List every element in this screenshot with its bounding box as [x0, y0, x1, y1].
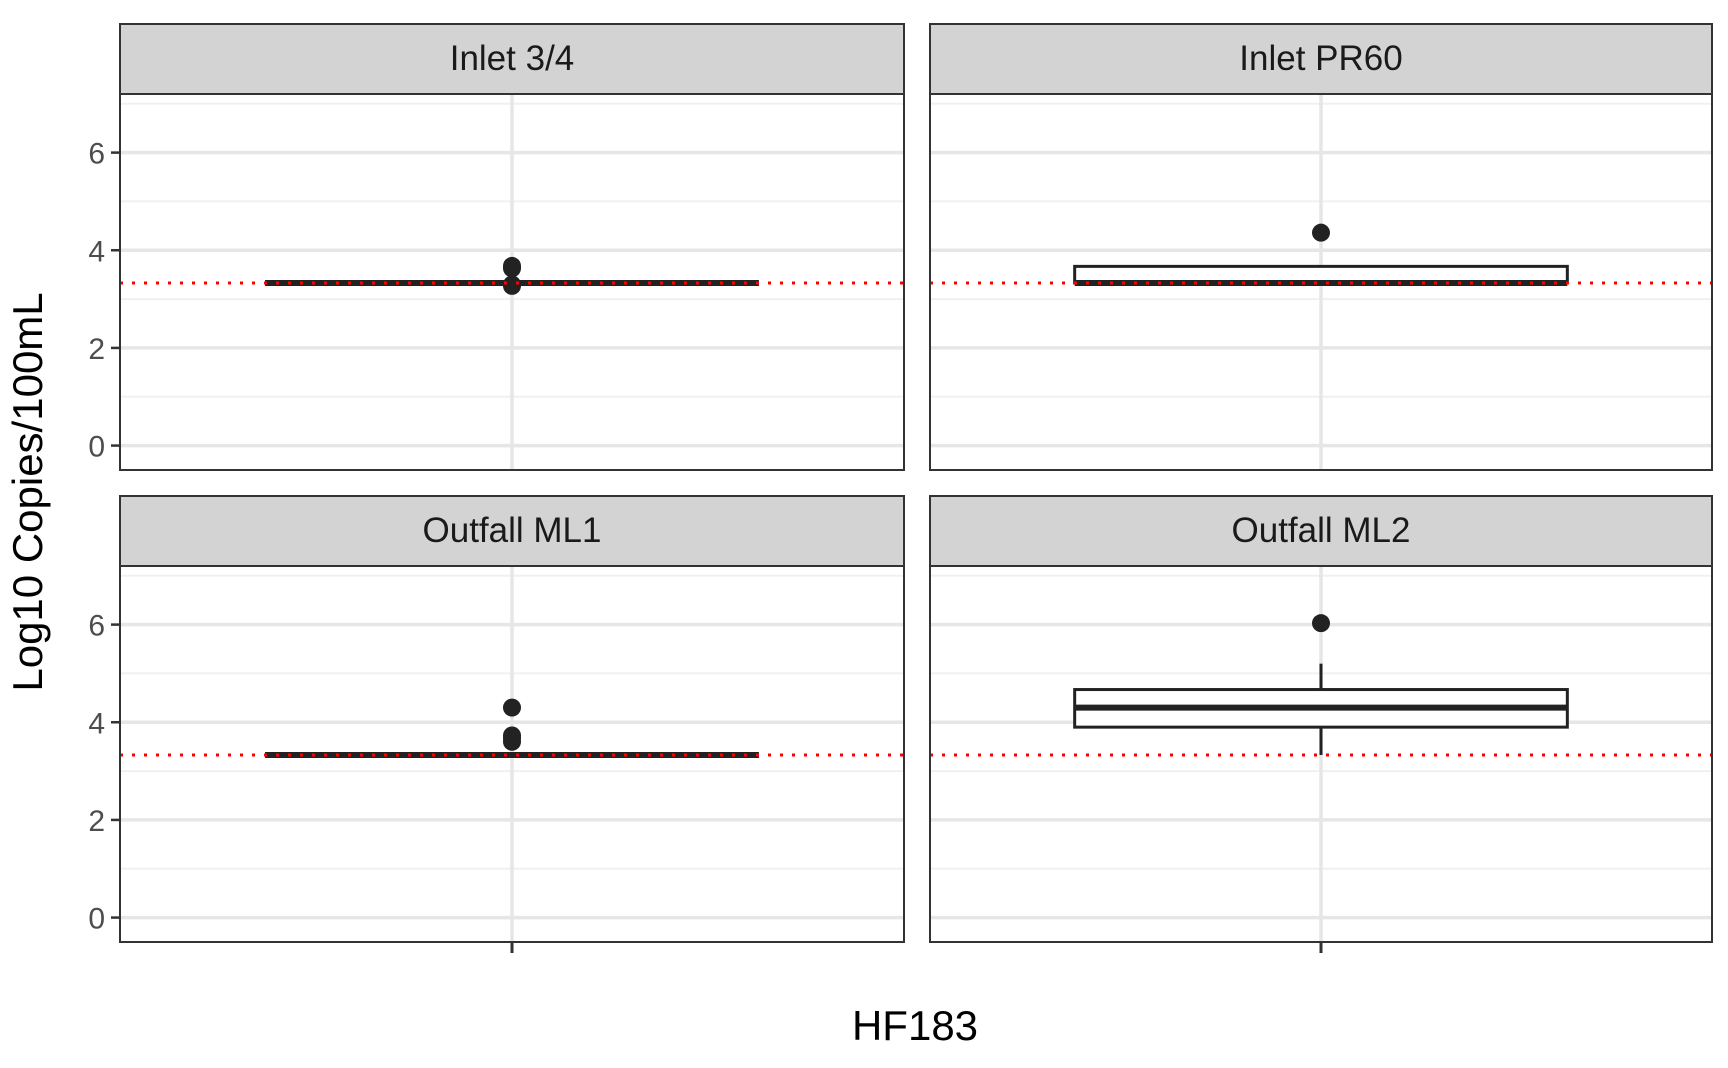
panel-3-strip: [929, 495, 1713, 567]
panel-3-outlier-point: [1312, 614, 1330, 633]
panel-0-outlier-point: [503, 275, 521, 294]
panel-2-strip-label: Outfall ML1: [423, 511, 602, 550]
panels-layer: Inlet 3/4 0 2 4 6 Inlet PR60 Outfall ML1 0 2 4 6 Ou…: [88, 23, 1713, 953]
panel-0-y-tick-label: 0: [88, 431, 105, 464]
panel-2-outlier-point: [503, 732, 521, 751]
panel-0-y-tick-label: 2: [88, 333, 105, 366]
panel-0-y-tick-label: 4: [88, 235, 105, 268]
panel-2-strip: [119, 495, 905, 567]
panel-1-border: [929, 93, 1713, 471]
panel-0-strip: [119, 23, 905, 95]
panel-3-strip-label: Outfall ML2: [1232, 511, 1411, 550]
panel-1-strip-label: Inlet PR60: [1239, 39, 1402, 78]
y-axis-title: Log10 Copies/100mL: [4, 292, 51, 691]
panel-2-y-tick-label: 2: [88, 805, 105, 838]
panel-1-strip: [929, 23, 1713, 95]
panel-0-outlier-point: [503, 256, 521, 275]
panel-2-outlier-point: [503, 698, 521, 717]
panel-2-y-tick-label: 4: [88, 707, 105, 740]
panel-2-y-tick-label: 6: [88, 610, 105, 643]
panel-0-strip-label: Inlet 3/4: [450, 39, 575, 78]
panel-1-outlier-point: [1312, 223, 1330, 242]
panel-0-y-tick-label: 6: [88, 138, 105, 171]
x-axis-title: HF183: [852, 1002, 978, 1049]
panel-2-y-tick-label: 0: [88, 903, 105, 936]
panel-0-border: [119, 93, 905, 471]
